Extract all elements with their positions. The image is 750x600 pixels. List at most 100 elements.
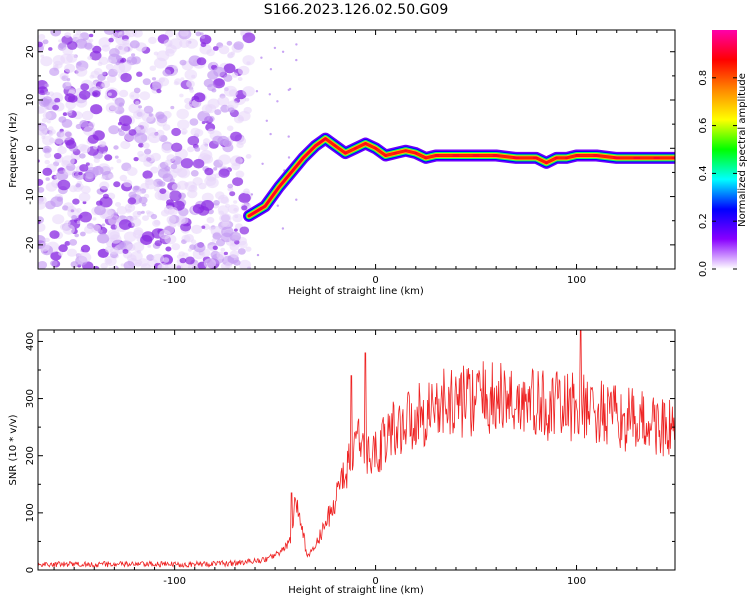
noise-blob — [92, 45, 102, 54]
noise-blob — [190, 170, 199, 177]
noise-blob — [228, 89, 238, 97]
figure-title: S166.2023.126.02.50.G09 — [264, 2, 449, 18]
noise-blob — [232, 213, 243, 223]
x-tick-label: 100 — [567, 576, 586, 587]
ridge-peak — [366, 143, 375, 149]
noise-blob — [87, 56, 92, 60]
noise-blob — [195, 31, 202, 37]
x-tick-label: 0 — [372, 576, 378, 587]
noise-blob — [220, 247, 226, 252]
noise-blob — [42, 145, 52, 154]
noise-blob — [104, 154, 113, 161]
x-tick-label: 100 — [567, 275, 586, 286]
noise-blob — [200, 35, 206, 39]
noise-blob — [214, 109, 222, 116]
noise-blob — [107, 92, 112, 96]
noise-blob — [92, 92, 98, 97]
noise-blob — [151, 84, 159, 91]
noise-blob — [74, 233, 79, 238]
noise-blob — [133, 87, 141, 94]
noise-blob — [60, 53, 73, 64]
snr-panel: -100 0 100 0 100 200 300 400 Height of straigh… — [8, 329, 676, 596]
noise-blob — [44, 159, 50, 165]
noise-blob — [166, 215, 177, 224]
spectrogram-frame — [37, 29, 676, 270]
noise-blob — [203, 78, 214, 88]
noise-dot — [265, 119, 268, 123]
noise-blob — [84, 174, 94, 182]
noise-blob — [127, 197, 137, 205]
noise-blob — [38, 34, 46, 40]
noise-blob — [224, 262, 233, 269]
noise-blob — [201, 225, 206, 229]
colorbar-label: Normalized spectral amplitude — [737, 73, 748, 227]
noise-blob — [229, 250, 239, 259]
noise-blob — [76, 220, 81, 225]
noise-blob — [130, 217, 142, 227]
noise-blob — [140, 234, 153, 246]
noise-blob — [64, 32, 72, 38]
noise-blob — [184, 97, 192, 104]
noise-blob — [174, 78, 182, 85]
noise-blob — [127, 167, 138, 176]
noise-blob — [145, 210, 151, 215]
colorbar-ticks: 0.0 0.2 0.4 0.6 0.8 — [698, 70, 737, 277]
noise-blob — [227, 183, 234, 189]
noise-blob — [227, 107, 235, 113]
noise-blob — [79, 153, 86, 159]
noise-blob — [201, 200, 214, 211]
noise-blob — [187, 248, 192, 252]
noise-blob — [207, 128, 215, 135]
noise-blob — [198, 182, 207, 190]
noise-blob — [161, 143, 173, 154]
noise-blob — [38, 222, 46, 232]
x-tick-label: -100 — [163, 275, 186, 286]
noise-blob — [132, 242, 145, 252]
noise-dot — [261, 162, 264, 165]
noise-blob — [64, 241, 71, 246]
noise-blob — [94, 205, 106, 216]
noise-blob — [157, 264, 164, 269]
noise-blob — [38, 125, 48, 136]
noise-blob — [79, 164, 89, 172]
noise-blob — [176, 254, 183, 260]
noise-blob — [120, 263, 125, 267]
noise-blob — [184, 103, 193, 110]
noise-blob — [97, 229, 103, 234]
noise-blob — [212, 232, 222, 240]
noise-blob — [42, 111, 52, 120]
noise-blob — [145, 179, 157, 190]
noise-blob — [150, 213, 158, 220]
snr-y-axis-label: SNR (10 * v/v) — [8, 414, 19, 485]
noise-blob — [245, 154, 252, 159]
noise-blob — [158, 181, 166, 187]
noise-blob — [204, 167, 214, 176]
noise-dot — [256, 253, 260, 257]
noise-blob — [105, 245, 114, 253]
noise-blob — [217, 96, 230, 107]
ridge-peak — [336, 146, 345, 153]
noise-blob — [181, 131, 187, 135]
noise-dot — [281, 227, 285, 230]
noise-blob — [58, 39, 62, 43]
colorbar-gradient — [712, 30, 737, 269]
noise-blob — [201, 192, 214, 203]
noise-blob — [100, 262, 108, 269]
noise-dot — [260, 56, 263, 59]
noise-blob — [201, 154, 214, 164]
y-tick-label: 10 — [25, 94, 36, 107]
ridge-peak — [376, 148, 385, 156]
noise-blob — [44, 237, 50, 243]
noise-blob — [142, 142, 150, 149]
noise-blob — [138, 105, 143, 109]
noise-blob — [201, 104, 213, 114]
noise-blob — [113, 181, 121, 188]
noise-blob — [38, 41, 43, 48]
noise-dot — [295, 198, 298, 201]
noise-blob — [150, 166, 159, 174]
y-tick-label: 400 — [25, 332, 36, 351]
noise-blob — [93, 157, 100, 163]
noise-blob — [246, 61, 251, 65]
